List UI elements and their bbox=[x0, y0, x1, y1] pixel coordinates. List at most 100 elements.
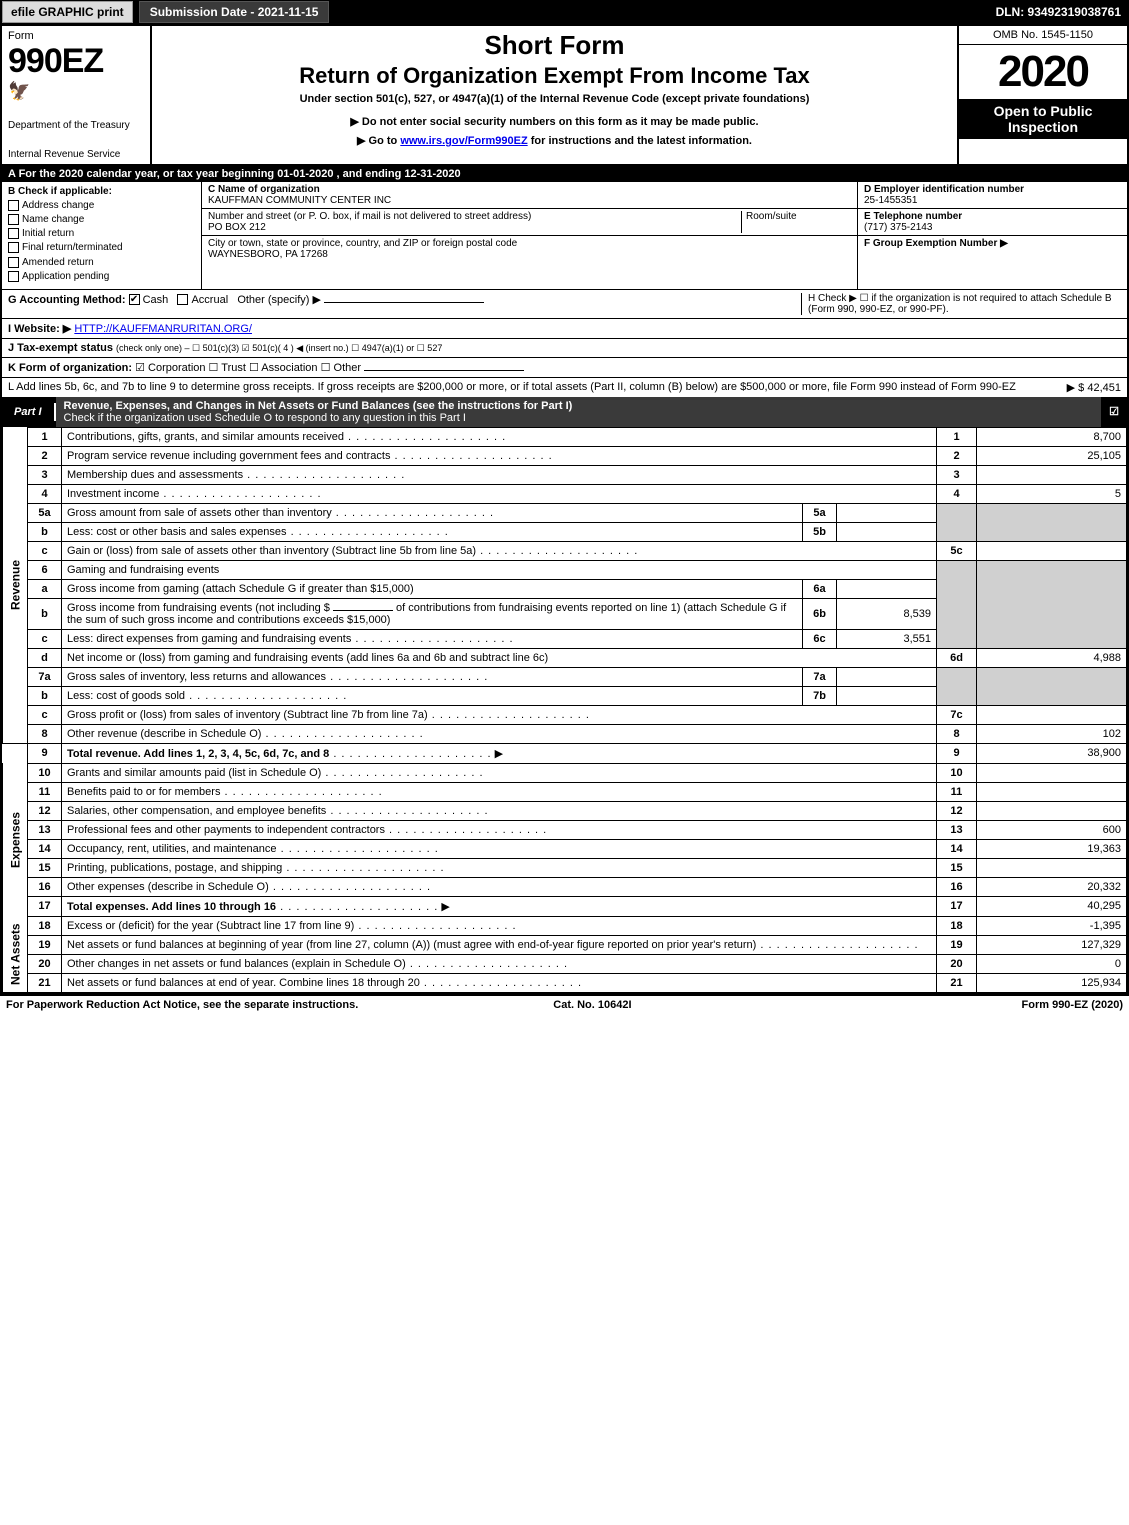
chk-amended-return[interactable] bbox=[8, 257, 19, 268]
ln18-n: 18 bbox=[28, 916, 62, 935]
ln7b-subln: 7b bbox=[803, 686, 837, 705]
instructions-link[interactable]: www.irs.gov/Form990EZ bbox=[400, 135, 527, 147]
ln7a-desc: Gross sales of inventory, less returns a… bbox=[67, 671, 488, 683]
ln5ab-shade bbox=[937, 503, 977, 541]
ln9-n: 9 bbox=[28, 743, 62, 763]
ln5ab-shade-val bbox=[977, 503, 1127, 541]
ln14-val: 19,363 bbox=[977, 839, 1127, 858]
ln16-desc: Other expenses (describe in Schedule O) bbox=[67, 881, 431, 893]
lbl-other: Other (specify) ▶ bbox=[237, 294, 321, 306]
ln6b-subval: 8,539 bbox=[837, 598, 937, 629]
ln13-val: 600 bbox=[977, 820, 1127, 839]
side-net-assets: Net Assets bbox=[3, 916, 28, 992]
section-def: D Employer identification number 25-1455… bbox=[857, 182, 1127, 289]
ln12-val bbox=[977, 801, 1127, 820]
ln20-n: 20 bbox=[28, 954, 62, 973]
form-number: 990EZ bbox=[8, 42, 144, 81]
ln1-ln: 1 bbox=[937, 427, 977, 446]
ln7a-subval bbox=[837, 667, 937, 686]
section-a-row: A For the 2020 calendar year, or tax yea… bbox=[2, 166, 1127, 182]
ln13-desc: Professional fees and other payments to … bbox=[67, 824, 547, 836]
chk-accrual[interactable] bbox=[177, 294, 188, 305]
ln17-val: 40,295 bbox=[977, 896, 1127, 916]
ln16-n: 16 bbox=[28, 877, 62, 896]
section-i: I Website: ▶ HTTP://KAUFFMANRURITAN.ORG/ bbox=[2, 318, 1127, 338]
c-street-label: Number and street (or P. O. box, if mail… bbox=[208, 211, 531, 222]
ln5a-subval bbox=[837, 503, 937, 522]
ln14-desc: Occupancy, rent, utilities, and maintena… bbox=[67, 843, 439, 855]
submission-date-button[interactable]: Submission Date - 2021-11-15 bbox=[139, 1, 330, 23]
ln8-desc: Other revenue (describe in Schedule O) bbox=[67, 728, 424, 740]
ln6d-desc: Net income or (loss) from gaming and fun… bbox=[62, 648, 937, 667]
ln7ab-shade bbox=[937, 667, 977, 705]
chk-final-return[interactable] bbox=[8, 242, 19, 253]
efile-print-button[interactable]: efile GRAPHIC print bbox=[2, 1, 133, 23]
ln11-val bbox=[977, 782, 1127, 801]
ln18-val: -1,395 bbox=[977, 916, 1127, 935]
ln6-n: 6 bbox=[28, 560, 62, 579]
ln11-n: 11 bbox=[28, 782, 62, 801]
ln4-desc: Investment income bbox=[67, 488, 322, 500]
website-link[interactable]: HTTP://KAUFFMANRURITAN.ORG/ bbox=[74, 323, 252, 335]
section-g-h: G Accounting Method: Cash Accrual Other … bbox=[2, 289, 1127, 318]
info-grid: B Check if applicable: Address change Na… bbox=[2, 182, 1127, 289]
ln6b-desc-pre: Gross income from fundraising events (no… bbox=[67, 602, 330, 614]
ln13-ln: 13 bbox=[937, 820, 977, 839]
i-label: I Website: ▶ bbox=[8, 323, 71, 335]
lines-table: Revenue 1 Contributions, gifts, grants, … bbox=[2, 427, 1127, 993]
ln2-val: 25,105 bbox=[977, 446, 1127, 465]
ln6c-n: c bbox=[28, 629, 62, 648]
chk-address-change[interactable] bbox=[8, 200, 19, 211]
side-expenses: Expenses bbox=[3, 763, 28, 916]
ln20-ln: 20 bbox=[937, 954, 977, 973]
side-revenue: Revenue bbox=[3, 427, 28, 743]
ln11-desc: Benefits paid to or for members bbox=[67, 786, 383, 798]
ln15-ln: 15 bbox=[937, 858, 977, 877]
ln4-ln: 4 bbox=[937, 484, 977, 503]
ln7c-desc: Gross profit or (loss) from sales of inv… bbox=[67, 709, 590, 721]
ln16-ln: 16 bbox=[937, 877, 977, 896]
chk-cash[interactable] bbox=[129, 294, 140, 305]
ln10-val bbox=[977, 763, 1127, 782]
ln17-ln: 17 bbox=[937, 896, 977, 916]
ln6a-subln: 6a bbox=[803, 579, 837, 598]
ln6c-subval: 3,551 bbox=[837, 629, 937, 648]
ln7b-desc: Less: cost of goods sold bbox=[67, 690, 347, 702]
dept-irs: Internal Revenue Service bbox=[8, 149, 144, 160]
part-1-checkbox[interactable]: ☑ bbox=[1101, 405, 1127, 418]
ln5c-desc: Gain or (loss) from sale of assets other… bbox=[67, 545, 638, 557]
footer-left: For Paperwork Reduction Act Notice, see … bbox=[6, 999, 358, 1011]
ln1-val: 8,700 bbox=[977, 427, 1127, 446]
ln5a-desc: Gross amount from sale of assets other t… bbox=[67, 507, 494, 519]
chk-name-change[interactable] bbox=[8, 214, 19, 225]
ln5b-subln: 5b bbox=[803, 522, 837, 541]
ln19-desc: Net assets or fund balances at beginning… bbox=[67, 939, 919, 951]
ln5a-subln: 5a bbox=[803, 503, 837, 522]
ln6b-n: b bbox=[28, 598, 62, 629]
ln16-val: 20,332 bbox=[977, 877, 1127, 896]
ln20-val: 0 bbox=[977, 954, 1127, 973]
chk-initial-return[interactable] bbox=[8, 228, 19, 239]
return-title: Return of Organization Exempt From Incom… bbox=[158, 63, 951, 89]
subtitle: Under section 501(c), 527, or 4947(a)(1)… bbox=[158, 93, 951, 105]
ln5c-ln: 5c bbox=[937, 541, 977, 560]
lbl-initial-return: Initial return bbox=[22, 228, 74, 239]
ln19-val: 127,329 bbox=[977, 935, 1127, 954]
dept-treasury: Department of the Treasury bbox=[8, 120, 144, 131]
ln10-n: 10 bbox=[28, 763, 62, 782]
ln6a-subval bbox=[837, 579, 937, 598]
ln17-arrow: ▶ bbox=[441, 901, 449, 913]
ln2-desc: Program service revenue including govern… bbox=[67, 450, 553, 462]
ln12-desc: Salaries, other compensation, and employ… bbox=[67, 805, 489, 817]
ln4-n: 4 bbox=[28, 484, 62, 503]
ln2-ln: 2 bbox=[937, 446, 977, 465]
ln6d-n: d bbox=[28, 648, 62, 667]
lbl-accrual: Accrual bbox=[191, 294, 228, 306]
ln7c-n: c bbox=[28, 705, 62, 724]
ln6c-subln: 6c bbox=[803, 629, 837, 648]
ln17-desc: Total expenses. Add lines 10 through 16 bbox=[67, 901, 276, 913]
chk-application-pending[interactable] bbox=[8, 271, 19, 282]
ln3-ln: 3 bbox=[937, 465, 977, 484]
open-to-public-badge: Open to Public Inspection bbox=[959, 99, 1127, 139]
ln7a-n: 7a bbox=[28, 667, 62, 686]
